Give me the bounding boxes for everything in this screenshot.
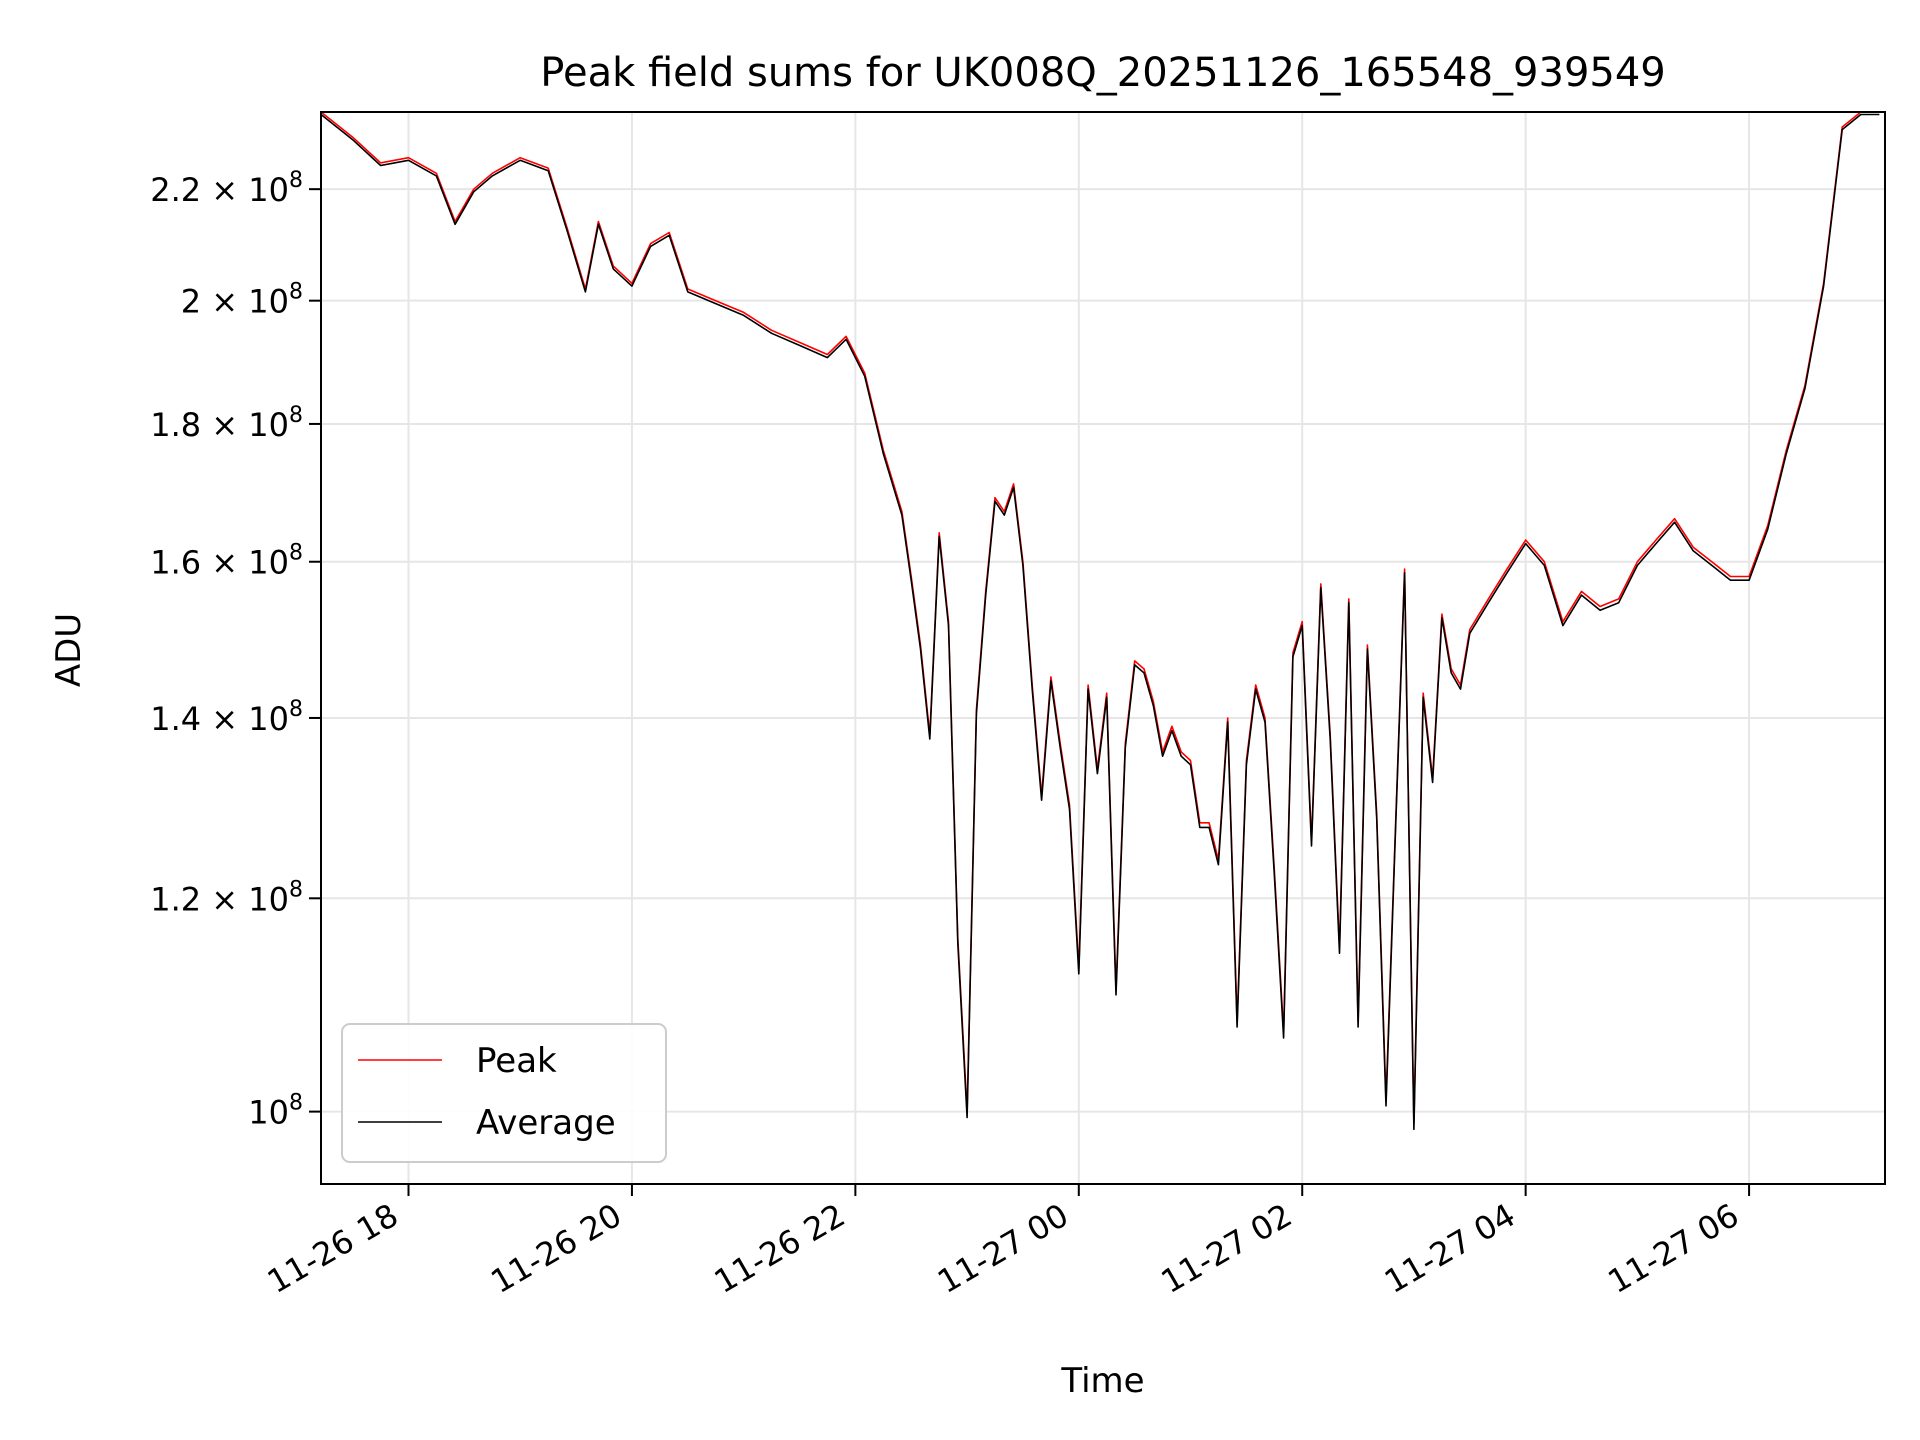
legend-box <box>341 1023 667 1163</box>
y-tick-mantissa: 1.6 × 10 <box>150 544 289 582</box>
y-axis-label: ADU <box>49 613 89 687</box>
y-tick-label: 108 <box>248 1091 303 1132</box>
y-tick-exponent: 8 <box>289 280 303 305</box>
y-tick-label: 1.8 × 108 <box>150 403 303 444</box>
y-tick-exponent: 8 <box>289 403 303 428</box>
y-tick-exponent: 8 <box>289 168 303 193</box>
y-tick-exponent: 8 <box>289 877 303 902</box>
y-tick-exponent: 8 <box>289 541 303 566</box>
series-line-average <box>320 113 1880 1131</box>
y-tick-exponent: 8 <box>289 1091 303 1116</box>
y-tick-label: 2.2 × 108 <box>150 168 303 209</box>
y-tick-mantissa: 1.2 × 10 <box>150 880 289 918</box>
y-tick-label: 1.6 × 108 <box>150 541 303 582</box>
legend-label-average: Average <box>476 1103 616 1143</box>
y-tick-mantissa: 10 <box>248 1094 289 1132</box>
y-tick-mantissa: 1.4 × 10 <box>150 700 289 738</box>
legend-label-peak: Peak <box>476 1041 557 1081</box>
series-layer <box>320 111 1880 1131</box>
chart-title: Peak field sums for UK008Q_20251126_1655… <box>540 50 1665 96</box>
legend: Peak Average <box>341 1023 667 1163</box>
y-tick-exponent: 8 <box>289 697 303 722</box>
x-axis-label: Time <box>1060 1361 1144 1401</box>
y-tick-label: 2 × 108 <box>181 280 303 321</box>
series-line-peak <box>320 111 1880 1125</box>
y-tick-mantissa: 1.8 × 10 <box>150 406 289 444</box>
y-tick-label: 1.4 × 108 <box>150 697 303 738</box>
y-tick-label: 1.2 × 108 <box>150 877 303 918</box>
y-tick-mantissa: 2 × 10 <box>181 283 289 321</box>
y-tick-mantissa: 2.2 × 10 <box>150 171 289 209</box>
plot-frame <box>320 111 1886 1185</box>
